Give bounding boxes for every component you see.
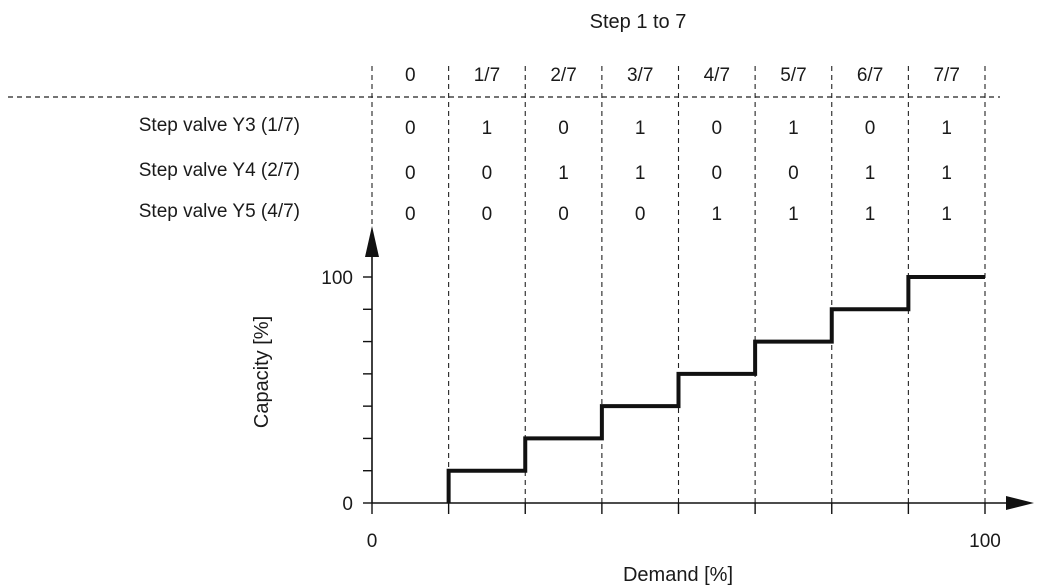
step-header: 1/7: [474, 65, 500, 86]
step-columns: [371, 66, 986, 503]
y-axis-title: Capacity [%]: [251, 316, 273, 428]
step-valve-state-cell: 0: [712, 118, 723, 139]
step-valve-state-cell: 1: [482, 118, 493, 139]
y-tick-label: 0: [342, 494, 353, 515]
step-valve-state-cell: 0: [635, 204, 646, 225]
step-valve-state-cell: 1: [712, 204, 723, 225]
step-valve-row-label: Step valve Y3 (1/7): [139, 115, 300, 136]
chart-title: Step 1 to 7: [590, 11, 687, 33]
step-valve-state-cell: 0: [482, 163, 493, 184]
x-axis-ticks: 0 100: [367, 503, 1001, 552]
x-axis-title: Demand [%]: [623, 564, 733, 586]
capacity-step-line: [446, 275, 985, 503]
step-valve-state-cell: 0: [405, 163, 416, 184]
step-valve-state-cell: 1: [941, 204, 952, 225]
x-tick-label: 100: [969, 531, 1001, 552]
step-valve-state-cell: 1: [635, 163, 646, 184]
x-tick-label: 0: [367, 531, 378, 552]
step-header: 5/7: [780, 65, 806, 86]
step-valve-state-cell: 1: [788, 204, 799, 225]
step-header: 0: [405, 65, 416, 86]
step-valve-state-cell: 0: [558, 204, 569, 225]
x-axis-arrow-icon: [1006, 496, 1034, 510]
step-header: 6/7: [857, 65, 883, 86]
step-valve-row-label: Step valve Y5 (4/7): [139, 201, 300, 222]
step-header: 2/7: [550, 65, 576, 86]
chart-axes: [365, 226, 1034, 510]
step-valve-state-cell: 1: [865, 163, 876, 184]
step-header: 3/7: [627, 65, 653, 86]
step-valve-state-cell: 1: [558, 163, 569, 184]
step-valve-state-cell: 0: [482, 204, 493, 225]
y-axis-ticks: 0 100: [321, 268, 372, 515]
step-valve-state-cell: 1: [635, 118, 646, 139]
step-valve-state-cell: 1: [941, 118, 952, 139]
step-valve-state-cell: 0: [788, 163, 799, 184]
step-header: 4/7: [704, 65, 730, 86]
step-valve-state-cell: 0: [405, 118, 416, 139]
step-valve-state-cell: 0: [405, 204, 416, 225]
step-valve-table: 0 1/7 2/7 3/7 4/7 5/7 6/7 7/7 Step valve Y3 (1/7…: [139, 65, 960, 225]
step-valve-state-cell: 0: [865, 118, 876, 139]
step-valve-state-cell: 1: [941, 163, 952, 184]
y-axis-arrow-icon: [365, 226, 379, 257]
step-valve-state-cell: 1: [865, 204, 876, 225]
step-valve-row-label: Step valve Y4 (2/7): [139, 160, 300, 181]
step-header: 7/7: [933, 65, 959, 86]
step-valve-state-cell: 0: [558, 118, 569, 139]
step-valve-state-cell: 1: [788, 118, 799, 139]
step-valve-state-cell: 0: [712, 163, 723, 184]
y-tick-label: 100: [321, 268, 353, 289]
